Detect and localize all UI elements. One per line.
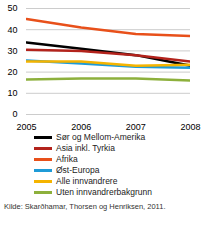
svg-text:2006: 2006 — [71, 122, 91, 132]
html-text:Uten innvandrerbakgrunn: Uten innvandrerbakgrunn — [56, 187, 152, 197]
html-text:Asia inkl. Tyrkia: Asia inkl. Tyrkia — [56, 143, 115, 153]
html-text:Øst-Europa: Øst-Europa — [56, 165, 100, 175]
svg-text:2005: 2005 — [16, 122, 36, 132]
svg-text:2008: 2008 — [180, 122, 200, 132]
html-text:Kilde: Skarðhamar, Thorsen og: Kilde: Skarðhamar, Thorsen og Henriksen,… — [4, 202, 166, 211]
html-text:Sør og Mellom-Amerika: Sør og Mellom-Amerika — [56, 132, 146, 142]
svg-text:2007: 2007 — [126, 122, 146, 132]
svg-text:10: 10 — [7, 88, 17, 98]
svg-text:20: 20 — [7, 67, 17, 77]
svg-text:0: 0 — [12, 109, 17, 119]
html-text:Alle innvandrere: Alle innvandrere — [56, 176, 118, 186]
html-text:Afrika: Afrika — [56, 154, 78, 164]
svg-text:30: 30 — [7, 46, 17, 56]
svg-text:40: 40 — [7, 25, 17, 35]
svg-text:50: 50 — [7, 3, 17, 13]
